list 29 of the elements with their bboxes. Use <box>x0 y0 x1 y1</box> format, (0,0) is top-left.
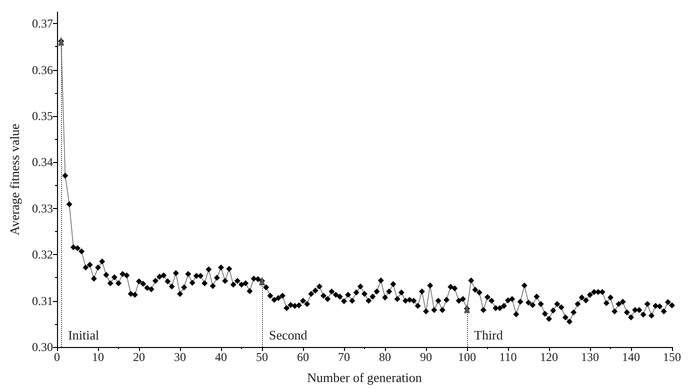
y-tick-label: 0.36 <box>32 62 53 77</box>
y-tick-label: 0.34 <box>32 155 53 170</box>
ref-line-label: Initial <box>68 328 100 342</box>
x-tick-label: 80 <box>379 350 391 364</box>
x-tick-label: 30 <box>174 350 186 364</box>
y-tick-label: 0.35 <box>32 108 53 123</box>
x-tick-label: 50 <box>256 350 268 364</box>
y-tick-label: 0.33 <box>32 201 53 216</box>
y-tick-label: 0.37 <box>32 16 53 31</box>
y-tick-label: 0.31 <box>32 294 53 308</box>
x-tick-label: 0 <box>54 350 60 364</box>
x-tick-label: 130 <box>581 350 599 364</box>
y-axis-title: Average fitness value <box>7 123 22 236</box>
x-tick-label: 60 <box>297 350 309 364</box>
ref-line-label: Third <box>474 328 504 342</box>
x-tick-label: 100 <box>458 350 476 364</box>
x-tick-label: 40 <box>215 350 227 364</box>
x-tick-label: 140 <box>622 350 640 364</box>
x-tick-label: 120 <box>540 350 558 364</box>
y-tick-label: 0.30 <box>32 340 53 354</box>
x-tick-label: 10 <box>92 350 104 364</box>
x-tick-label: 70 <box>338 350 350 364</box>
y-tick-label: 0.32 <box>32 248 53 262</box>
x-tick-label: 90 <box>420 350 432 364</box>
x-tick-label: 20 <box>133 350 145 364</box>
x-tick-label: 110 <box>499 350 517 364</box>
x-tick-label: 150 <box>663 350 681 364</box>
ref-line-label: Second <box>269 328 308 342</box>
x-axis-title: Number of generation <box>307 370 422 385</box>
